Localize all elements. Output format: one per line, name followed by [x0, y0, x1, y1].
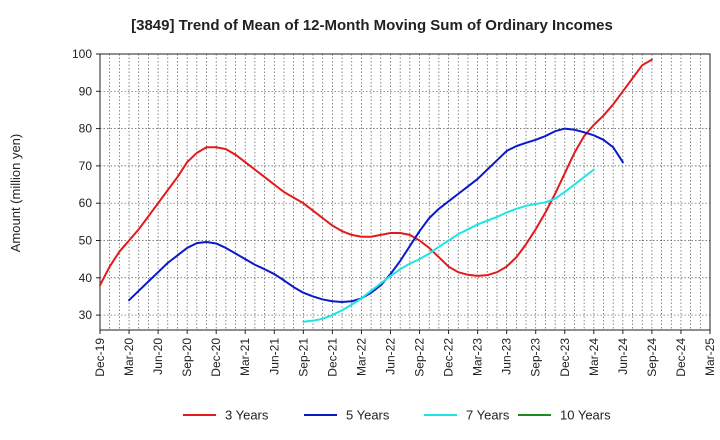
series-line-7-years — [302, 168, 595, 323]
y-tick-label: 70 — [79, 159, 93, 173]
grid — [99, 53, 711, 330]
x-tick-label: Jun-22 — [383, 338, 397, 375]
series-lines — [99, 58, 653, 323]
x-tick-label: Jun-21 — [267, 338, 281, 375]
y-tick-label: 60 — [79, 196, 93, 210]
legend-label-10-years: 10 Years — [560, 408, 611, 423]
y-tick-label: 100 — [72, 47, 92, 61]
plot-frame — [99, 53, 711, 331]
plot-border — [99, 53, 711, 331]
x-tick-label: Sep-21 — [296, 338, 310, 377]
x-tick-label: Dec-19 — [93, 338, 107, 377]
series-line-5-years — [128, 127, 624, 304]
x-tick-label: Sep-23 — [529, 338, 543, 377]
y-axis-label: Amount (million yen) — [8, 134, 23, 253]
x-tick-label: Mar-20 — [122, 338, 136, 376]
legend: 3 Years 5 Years 7 Years 10 Years — [183, 408, 611, 423]
x-tick-label: Sep-20 — [180, 338, 194, 377]
x-tick-label: Jun-23 — [500, 338, 514, 375]
x-tick-label: Mar-25 — [703, 338, 717, 376]
chart-title: [3849] Trend of Mean of 12-Month Moving … — [131, 17, 613, 34]
x-tick-label: Sep-24 — [645, 338, 659, 377]
y-tick-label: 50 — [79, 233, 93, 247]
y-tick-label: 90 — [79, 84, 93, 98]
legend-label-3-years: 3 Years — [225, 408, 269, 423]
x-tick-labels: Dec-19 Mar-20 Jun-20 Sep-20 Dec-20 Mar-21 Jun-… — [93, 330, 717, 377]
x-tick-label: Dec-20 — [209, 338, 223, 377]
x-tick-label: Mar-22 — [354, 338, 368, 376]
x-tick-label: Mar-21 — [238, 338, 252, 376]
x-tick-label: Sep-22 — [413, 338, 427, 377]
y-tick-label: 80 — [79, 122, 93, 136]
x-tick-label: Mar-23 — [471, 338, 485, 376]
x-tick-label: Jun-24 — [616, 338, 630, 375]
x-tick-label: Dec-24 — [674, 338, 688, 377]
y-tick-labels: 30 40 50 60 70 80 90 100 — [72, 47, 100, 322]
legend-label-7-years: 7 Years — [466, 408, 510, 423]
x-tick-label: Dec-23 — [558, 338, 572, 377]
legend-label-5-years: 5 Years — [346, 408, 390, 423]
y-tick-label: 30 — [79, 308, 93, 322]
x-tick-label: Jun-20 — [151, 338, 165, 375]
y-tick-label: 40 — [79, 271, 93, 285]
series-line-3-years — [99, 58, 653, 287]
x-tick-label: Mar-24 — [587, 338, 601, 376]
x-tick-label: Dec-22 — [442, 338, 456, 377]
x-tick-label: Dec-21 — [325, 338, 339, 377]
